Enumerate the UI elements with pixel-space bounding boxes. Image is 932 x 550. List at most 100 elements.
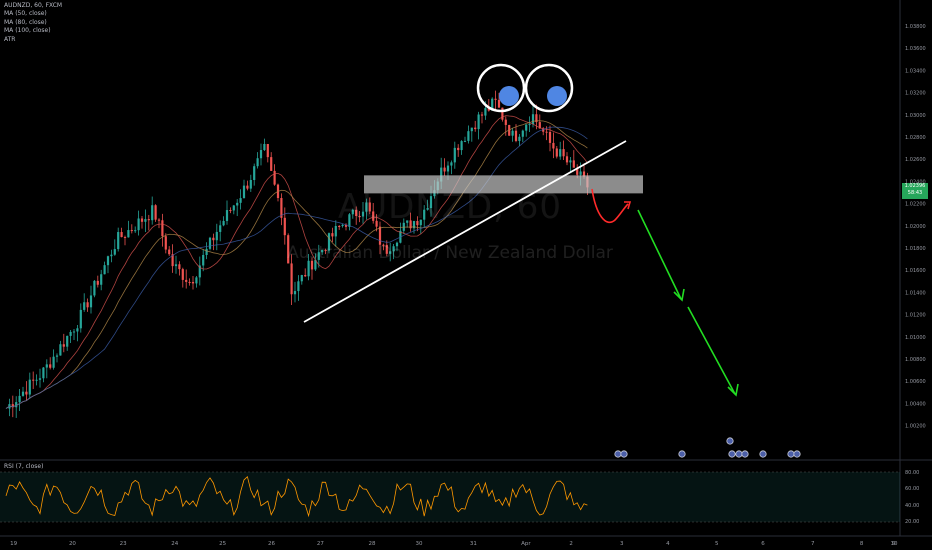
candle-body (120, 232, 123, 238)
candle-body (185, 279, 188, 282)
candle-body (236, 202, 239, 206)
candle-body (38, 378, 42, 380)
candle-body (446, 165, 450, 172)
ma100-label[interactable]: MA (100, close) (4, 27, 51, 35)
candle-body (548, 131, 552, 143)
candle-body (416, 221, 419, 226)
event-marker (793, 450, 801, 458)
candle-body (341, 224, 344, 227)
candle-body (147, 219, 150, 221)
candle-body (25, 391, 28, 395)
x-tick-label: 3 (620, 541, 624, 547)
candle-body (395, 242, 399, 247)
candle-body (253, 166, 256, 180)
candle-body (382, 244, 385, 246)
candle-body (297, 281, 300, 292)
y-tick-label: 1.00800 (905, 357, 926, 363)
candle-body (491, 98, 494, 111)
candle-body (161, 220, 164, 237)
candle-body (106, 256, 110, 266)
ma100-line (5, 126, 588, 409)
candle-body (222, 220, 225, 226)
candle-body (450, 162, 453, 166)
candle-body (293, 291, 297, 295)
candle-body (480, 114, 484, 116)
candle-body (484, 108, 487, 116)
candle-body (552, 142, 555, 149)
event-marker (735, 450, 743, 458)
candle-body (225, 210, 229, 221)
x-tick-label: 10 (891, 541, 898, 547)
candle-body (338, 225, 341, 227)
candle-body (52, 356, 55, 368)
candle-body (521, 130, 524, 137)
candle-body (287, 235, 290, 264)
candles (8, 90, 589, 418)
candle-body (419, 219, 422, 226)
candle-body (100, 274, 103, 285)
candle-body (59, 344, 62, 356)
candle-body (134, 230, 137, 232)
projection-arrow-1 (637, 209, 682, 300)
candle-body (66, 335, 69, 347)
candle-body (463, 140, 467, 142)
candle-body (103, 265, 106, 275)
candle-body (351, 209, 354, 215)
candle-body (331, 233, 334, 237)
candle-body (304, 275, 307, 277)
y-tick-label: 1.02400 (905, 179, 926, 185)
x-tick-label: 5 (715, 541, 719, 547)
candle-body (232, 205, 235, 211)
candle-body (514, 130, 518, 141)
rsi-level-label: 40.00 (905, 503, 919, 509)
candle-body (365, 202, 368, 212)
event-marker (787, 450, 795, 458)
candle-body (487, 108, 490, 111)
candle-body (270, 157, 273, 171)
x-tick-label: 24 (171, 541, 178, 547)
ma80-label[interactable]: MA (80, close) (4, 18, 47, 26)
event-marker (620, 450, 628, 458)
y-tick-label: 1.02000 (905, 224, 926, 230)
rsi-level-label: 80.00 (905, 470, 919, 476)
candle-body (86, 302, 89, 308)
candle-body (358, 216, 361, 218)
candle-body (76, 328, 79, 332)
atr-label[interactable]: ATR (4, 35, 16, 43)
candle-body (49, 364, 52, 368)
candle-body (511, 130, 514, 136)
ma50-label[interactable]: MA (50, close) (4, 10, 47, 18)
candle-body (208, 237, 212, 249)
candle-body (127, 230, 130, 238)
candle-body (538, 122, 541, 129)
candle-body (164, 236, 167, 250)
candle-body (154, 205, 157, 220)
candle-body (440, 167, 443, 182)
candle-body (263, 143, 266, 151)
candle-body (195, 277, 198, 284)
candle-body (130, 230, 133, 232)
head-circle (476, 63, 526, 113)
y-tick-label: 1.01200 (905, 313, 926, 319)
candle-body (545, 131, 548, 133)
x-tick-label: 25 (219, 541, 226, 547)
candle-body (55, 355, 59, 357)
candle-body (535, 114, 538, 123)
candle-body (96, 280, 99, 285)
candle-body (426, 208, 429, 210)
candle-body (457, 147, 460, 151)
ma50-line (5, 115, 588, 409)
y-tick-label: 1.02600 (905, 157, 926, 163)
projection-arrow-2 (687, 306, 736, 395)
x-tick-label: 20 (69, 541, 76, 547)
candle-body (361, 211, 365, 217)
candle-body (531, 114, 535, 125)
rsi-label[interactable]: RSI (7, close) (4, 463, 44, 470)
candle-body (453, 147, 456, 163)
candle-body (423, 209, 426, 220)
candle-body (18, 395, 21, 403)
candle-body (205, 248, 208, 255)
symbol-label[interactable]: AUDNZD, 60, FXCM (4, 2, 63, 9)
